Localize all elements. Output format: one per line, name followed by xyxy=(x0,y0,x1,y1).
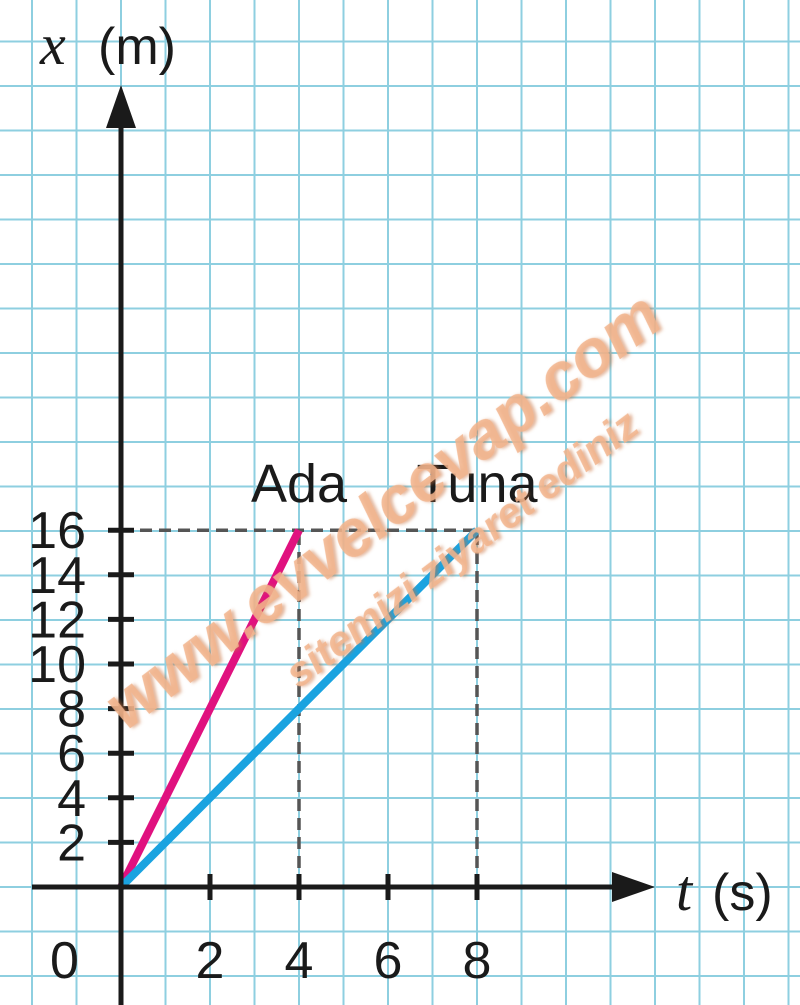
axes xyxy=(32,85,655,1005)
y-axis-symbol: x xyxy=(39,12,66,77)
series-label-ada: Ada xyxy=(251,454,348,514)
x-tick-label: 4 xyxy=(285,932,314,990)
x-axis-arrow xyxy=(612,872,655,902)
y-tick-label: 16 xyxy=(28,502,86,560)
y-tick-label: 8 xyxy=(57,681,86,739)
watermark: www.evvelcevap.com sitemizi ziyaret edin… xyxy=(90,277,675,743)
series-label-tuna: Tuna xyxy=(416,454,538,514)
origin-label: 0 xyxy=(50,932,79,990)
x-tick-label: 6 xyxy=(374,932,403,990)
y-tick-label: 4 xyxy=(57,770,86,828)
x-axis-unit: (s) xyxy=(712,864,773,922)
y-tick-label: 14 xyxy=(28,547,86,605)
watermark-url: www.evvelcevap.com xyxy=(90,277,675,743)
y-tick-label: 10 xyxy=(28,636,86,694)
y-axis-arrow xyxy=(106,85,136,128)
x-tick-label: 8 xyxy=(463,932,492,990)
y-axis-unit: (m) xyxy=(98,18,176,76)
series-line-tuna xyxy=(118,527,480,890)
x-axis-symbol: t xyxy=(676,858,694,923)
series-labels: Ada Tuna xyxy=(251,454,539,514)
series-line-ada xyxy=(117,528,303,889)
y-tick-label: 12 xyxy=(28,591,86,649)
y-tick-label: 6 xyxy=(57,725,86,783)
series-lines xyxy=(117,527,480,890)
y-tick-label: 2 xyxy=(57,814,86,872)
x-tick-label: 2 xyxy=(196,932,225,990)
